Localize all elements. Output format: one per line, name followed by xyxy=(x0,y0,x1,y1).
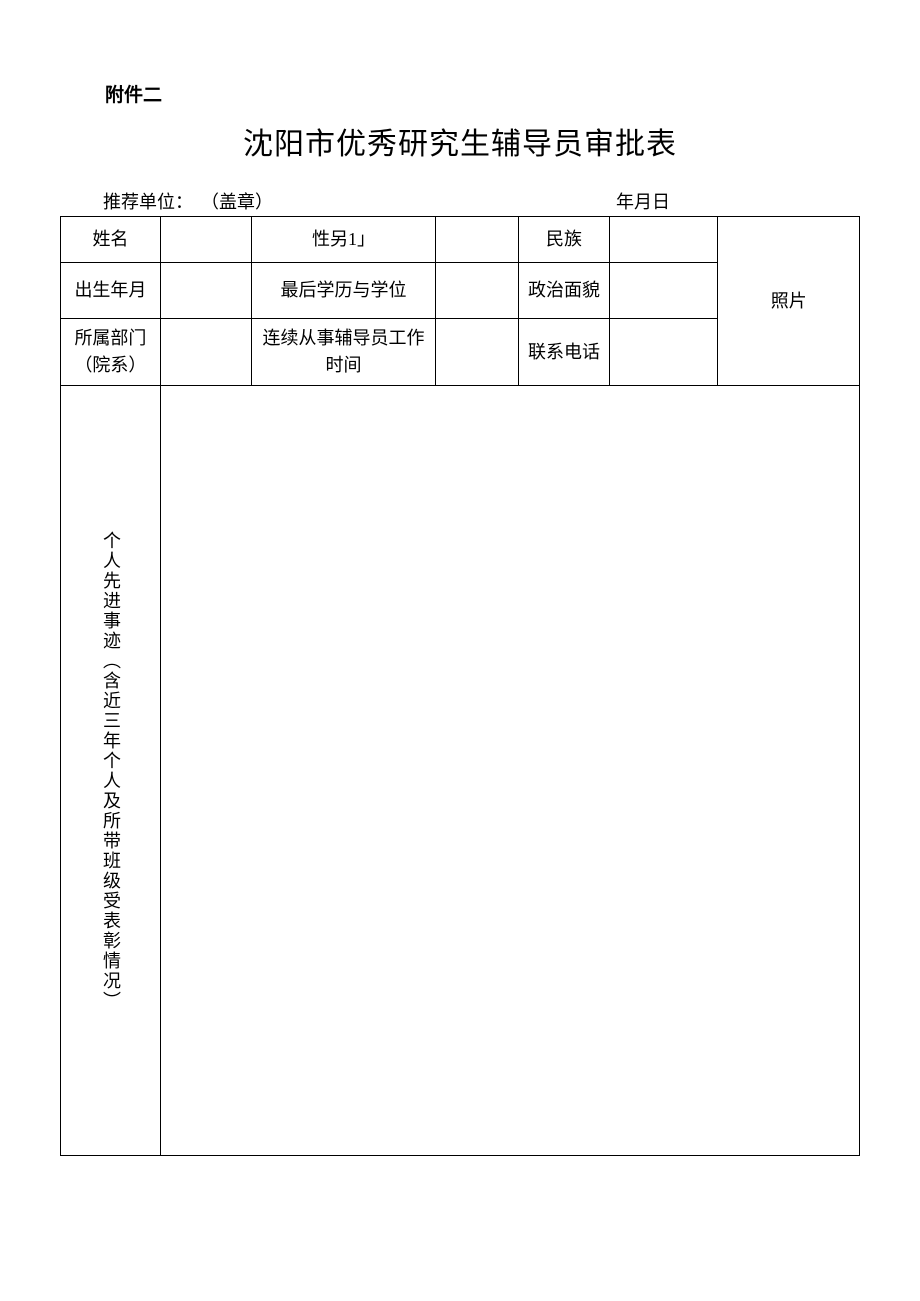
label-education: 最后学历与学位 xyxy=(252,263,435,319)
label-gender: 性另1」 xyxy=(252,217,435,263)
value-deeds xyxy=(160,386,859,1156)
value-political xyxy=(610,263,718,319)
stamp-note: （盖章） xyxy=(201,188,273,214)
date-label: 年月日 xyxy=(616,188,670,214)
label-deeds: 个人先进事迹（含近三年个人及所带班级受表彰情况） xyxy=(61,386,161,1156)
value-department xyxy=(160,319,252,386)
value-work-duration xyxy=(435,319,518,386)
label-work-duration: 连续从事辅导员工作时间 xyxy=(252,319,435,386)
value-education xyxy=(435,263,518,319)
pre-table-info: 推荐单位： （盖章） 年月日 xyxy=(60,188,860,214)
label-birth: 出生年月 xyxy=(61,263,161,319)
label-phone: 联系电话 xyxy=(518,319,610,386)
attachment-label: 附件二 xyxy=(105,80,860,107)
label-ethnicity: 民族 xyxy=(518,217,610,263)
label-department: 所属部门（院系） xyxy=(61,319,161,386)
value-phone xyxy=(610,319,718,386)
page-title: 沈阳市优秀研究生辅导员审批表 xyxy=(60,119,860,163)
value-gender xyxy=(435,217,518,263)
label-political: 政治面貌 xyxy=(518,263,610,319)
recommend-unit-label: 推荐单位： xyxy=(103,188,193,214)
approval-form-table: 姓名 性另1」 民族 照片 出生年月 最后学历与学位 政治面貌 所属部门（院系）… xyxy=(60,216,860,1156)
value-ethnicity xyxy=(610,217,718,263)
value-name xyxy=(160,217,252,263)
value-birth xyxy=(160,263,252,319)
label-name: 姓名 xyxy=(61,217,161,263)
label-photo: 照片 xyxy=(718,217,860,386)
